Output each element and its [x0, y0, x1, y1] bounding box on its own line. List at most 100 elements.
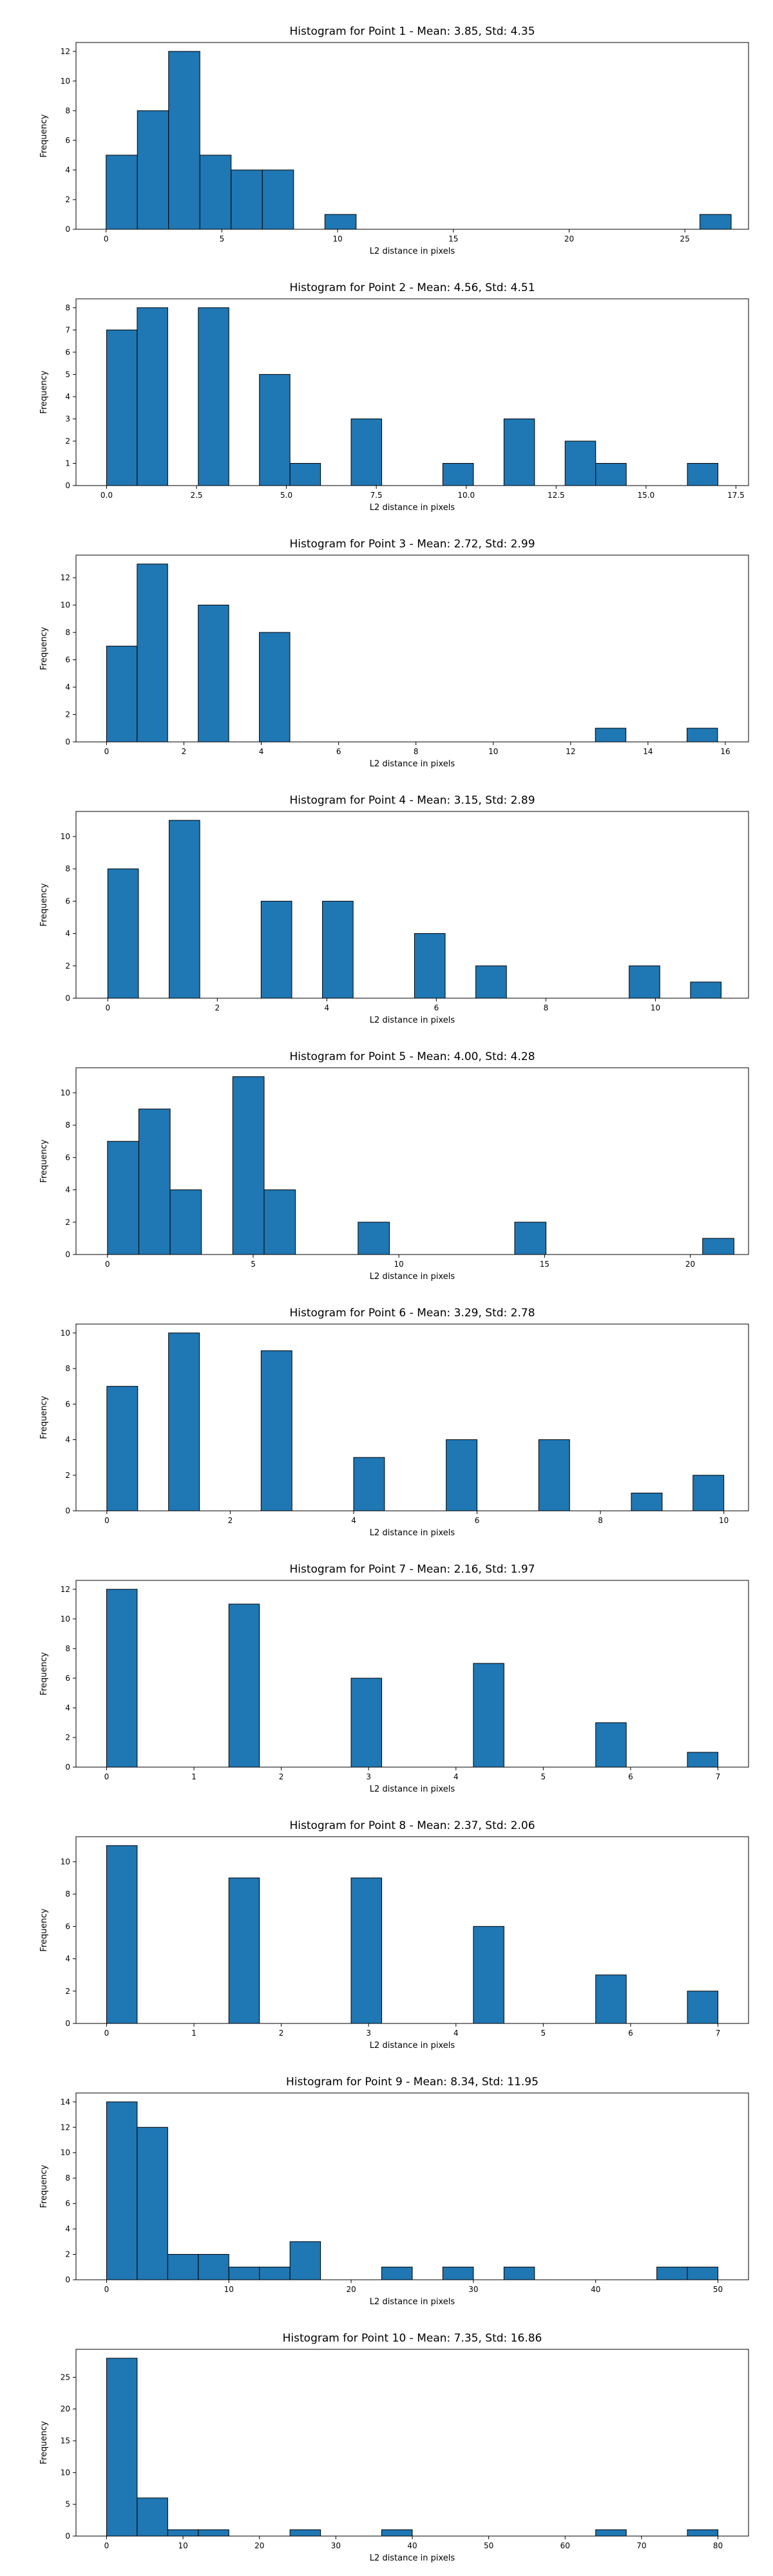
x-tick-label: 10	[651, 1003, 660, 1012]
y-tick-label: 6	[65, 1922, 70, 1931]
histogram-bar	[473, 1926, 504, 2024]
y-axis-label: Frequency	[39, 2421, 49, 2464]
plot-frame	[75, 1580, 749, 1768]
x-tick-label: 60	[560, 2541, 570, 2550]
y-tick-label: 10	[61, 2148, 70, 2157]
histogram-chart-9: Histogram for Point 9 - Mean: 8.34, Std:…	[39, 2076, 749, 2307]
chart-title: Histogram for Point 8 - Mean: 2.37, Std:…	[289, 1819, 535, 1832]
x-tick-label: 25	[680, 234, 690, 243]
histogram-bar	[289, 2529, 321, 2537]
y-axis-label: Frequency	[39, 370, 49, 413]
y-tick-label: 6	[65, 656, 70, 665]
plot-frame	[75, 2349, 749, 2537]
y-tick-label: 12	[61, 573, 70, 582]
y-axis-label: Frequency	[39, 2164, 49, 2208]
y-tick-label: 8	[65, 1364, 70, 1373]
histogram-bar	[381, 2529, 413, 2537]
y-tick-label: 7	[65, 325, 70, 334]
x-tick-label: 12	[566, 747, 575, 756]
plot-frame	[75, 811, 749, 999]
x-tick-label: 14	[643, 747, 653, 756]
histogram-bar	[198, 2529, 229, 2537]
histogram-bar	[381, 2266, 413, 2280]
y-tick-label: 8	[65, 106, 70, 115]
y-tick-label: 4	[65, 683, 70, 692]
x-tick-label: 4	[453, 2029, 459, 2038]
y-tick-label: 25	[61, 2372, 70, 2382]
x-tick-label: 17.5	[727, 491, 745, 500]
histogram-chart-7: Histogram for Point 7 - Mean: 2.16, Std:…	[39, 1563, 749, 1794]
histogram-bar	[106, 1589, 138, 1768]
histogram-bar	[473, 1663, 504, 1768]
y-tick-label: 6	[65, 1399, 70, 1408]
x-tick-label: 0	[104, 234, 109, 243]
x-tick-label: 20	[254, 2541, 264, 2550]
chart-title: Histogram for Point 1 - Mean: 3.85, Std:…	[289, 25, 535, 38]
y-tick-label: 0	[65, 1506, 70, 1515]
y-tick-label: 8	[65, 864, 70, 873]
y-tick-label: 0	[65, 1763, 70, 1772]
histogram-bar	[656, 2266, 688, 2280]
histogram-bar	[595, 2529, 627, 2537]
x-axis-label: L2 distance in pixels	[370, 1528, 455, 1538]
y-tick-label: 6	[65, 1153, 70, 1162]
histogram-bar	[259, 374, 291, 486]
histogram-bar	[231, 169, 263, 230]
histogram-bar	[700, 214, 732, 230]
x-tick-label: 4	[351, 1516, 356, 1525]
x-tick-label: 8	[414, 747, 419, 756]
y-tick-label: 10	[61, 832, 70, 841]
x-tick-label: 20	[564, 234, 574, 243]
y-tick-label: 0	[65, 994, 70, 1003]
histogram-bar	[259, 2266, 291, 2280]
histogram-bar	[564, 440, 596, 486]
y-tick-label: 5	[65, 2500, 70, 2509]
x-tick-label: 0	[104, 2029, 110, 2038]
histogram-bar	[322, 900, 354, 999]
histogram-bar	[690, 981, 721, 999]
x-axis-label: L2 distance in pixels	[370, 2553, 455, 2563]
histogram-bar	[687, 1752, 719, 1768]
y-tick-label: 15	[61, 2436, 70, 2445]
plot-frame	[75, 2092, 749, 2280]
histogram-bar	[137, 2126, 168, 2280]
x-tick-label: 5	[541, 1772, 546, 1781]
y-tick-label: 14	[61, 2098, 70, 2107]
histogram-bar	[232, 1076, 265, 1255]
histogram-bar	[442, 462, 474, 486]
y-tick-label: 10	[61, 1615, 70, 1624]
x-tick-label: 3	[366, 1772, 371, 1781]
x-tick-label: 20	[346, 2285, 356, 2294]
y-tick-label: 8	[65, 628, 70, 637]
histogram-bar	[595, 462, 627, 486]
x-tick-label: 0	[104, 1772, 110, 1781]
y-tick-label: 10	[61, 1857, 70, 1866]
x-tick-label: 5	[541, 2029, 546, 2038]
histogram-bar	[595, 1975, 627, 2024]
x-tick-label: 10	[719, 1516, 729, 1525]
y-tick-label: 2	[65, 2250, 70, 2259]
y-tick-label: 20	[61, 2405, 70, 2414]
y-axis-label: Frequency	[39, 1652, 49, 1695]
histogram-chart-3: Histogram for Point 3 - Mean: 2.72, Std:…	[39, 538, 749, 769]
histogram-bar	[168, 1332, 200, 1511]
x-tick-label: 4	[259, 747, 264, 756]
y-axis-label: Frequency	[39, 1139, 49, 1182]
histogram-bar	[262, 169, 294, 230]
histogram-bar	[106, 1845, 138, 2024]
y-tick-label: 6	[65, 1674, 70, 1683]
y-tick-label: 10	[61, 77, 70, 86]
y-tick-label: 8	[65, 1644, 70, 1653]
x-tick-label: 5	[220, 234, 225, 243]
histogram-chart-10: Histogram for Point 10 - Mean: 7.35, Std…	[39, 2332, 749, 2563]
x-tick-label: 2	[279, 2029, 284, 2038]
x-tick-label: 30	[468, 2285, 478, 2294]
x-tick-label: 5.0	[280, 491, 292, 500]
plot-frame	[75, 298, 749, 486]
chart-title: Histogram for Point 3 - Mean: 2.72, Std:…	[289, 538, 535, 551]
x-tick-label: 20	[685, 1260, 695, 1269]
y-tick-label: 2	[65, 710, 70, 719]
histogram-bar	[687, 1991, 719, 2024]
y-tick-label: 2	[65, 1471, 70, 1480]
